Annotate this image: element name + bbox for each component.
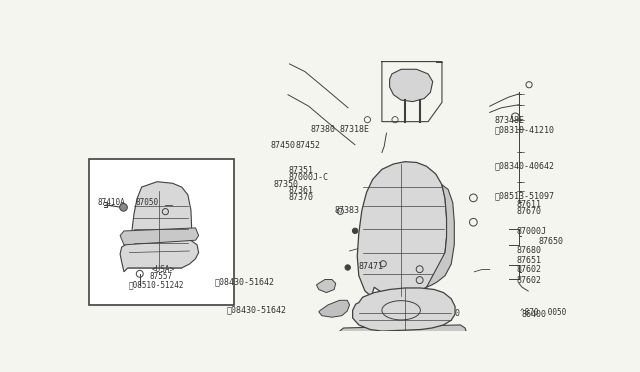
Text: Ⓢ08430-51642: Ⓢ08430-51642 [227, 305, 287, 314]
Polygon shape [353, 288, 455, 331]
Text: 87557: 87557 [150, 272, 173, 281]
Circle shape [353, 228, 358, 234]
Polygon shape [338, 325, 467, 345]
Polygon shape [319, 300, 349, 317]
Bar [90, 158, 234, 305]
Text: Ⓢ08513-51097: Ⓢ08513-51097 [495, 191, 555, 201]
Text: 87380: 87380 [310, 125, 335, 134]
Text: 87383: 87383 [335, 206, 360, 215]
Polygon shape [128, 182, 192, 268]
Polygon shape [120, 228, 198, 245]
Text: 87602: 87602 [516, 265, 541, 274]
Text: 86400: 86400 [522, 310, 547, 319]
Text: 87611: 87611 [516, 200, 541, 209]
Text: 87361: 87361 [289, 186, 314, 195]
Text: Ⓢ08310-41210: Ⓢ08310-41210 [495, 125, 555, 134]
Polygon shape [357, 162, 447, 300]
Text: 87000J: 87000J [516, 227, 547, 237]
Text: 87450: 87450 [271, 141, 296, 150]
Text: 87471: 87471 [358, 262, 383, 271]
Polygon shape [316, 279, 336, 293]
Text: 87452: 87452 [296, 141, 321, 150]
Text: 87350: 87350 [274, 180, 299, 189]
Text: 87651: 87651 [516, 256, 541, 264]
Text: 87410A: 87410A [97, 198, 125, 207]
Text: 87318E: 87318E [340, 125, 370, 134]
Text: 87670: 87670 [516, 208, 541, 217]
Text: 87000J-C: 87000J-C [289, 173, 328, 182]
Polygon shape [120, 239, 198, 272]
Text: <USA>: <USA> [152, 265, 175, 274]
Text: Ⓢ08340-40642: Ⓢ08340-40642 [495, 161, 555, 171]
Text: 87351: 87351 [289, 166, 314, 174]
Polygon shape [334, 353, 467, 372]
Text: 87370: 87370 [289, 193, 314, 202]
Text: 87050: 87050 [136, 198, 159, 207]
Circle shape [120, 203, 127, 211]
Circle shape [345, 265, 351, 270]
Text: 87650: 87650 [538, 237, 563, 246]
Text: ^870  0050: ^870 0050 [520, 308, 567, 317]
Text: 87602: 87602 [516, 276, 541, 285]
Text: 87680: 87680 [516, 246, 541, 255]
Text: 87348E: 87348E [495, 116, 525, 125]
Text: Ⓢ08430-51642: Ⓢ08430-51642 [214, 277, 275, 286]
Polygon shape [390, 69, 433, 102]
Text: 86400: 86400 [435, 310, 460, 318]
Polygon shape [427, 185, 454, 287]
Text: Ⓢ08510-51242: Ⓢ08510-51242 [129, 280, 184, 289]
